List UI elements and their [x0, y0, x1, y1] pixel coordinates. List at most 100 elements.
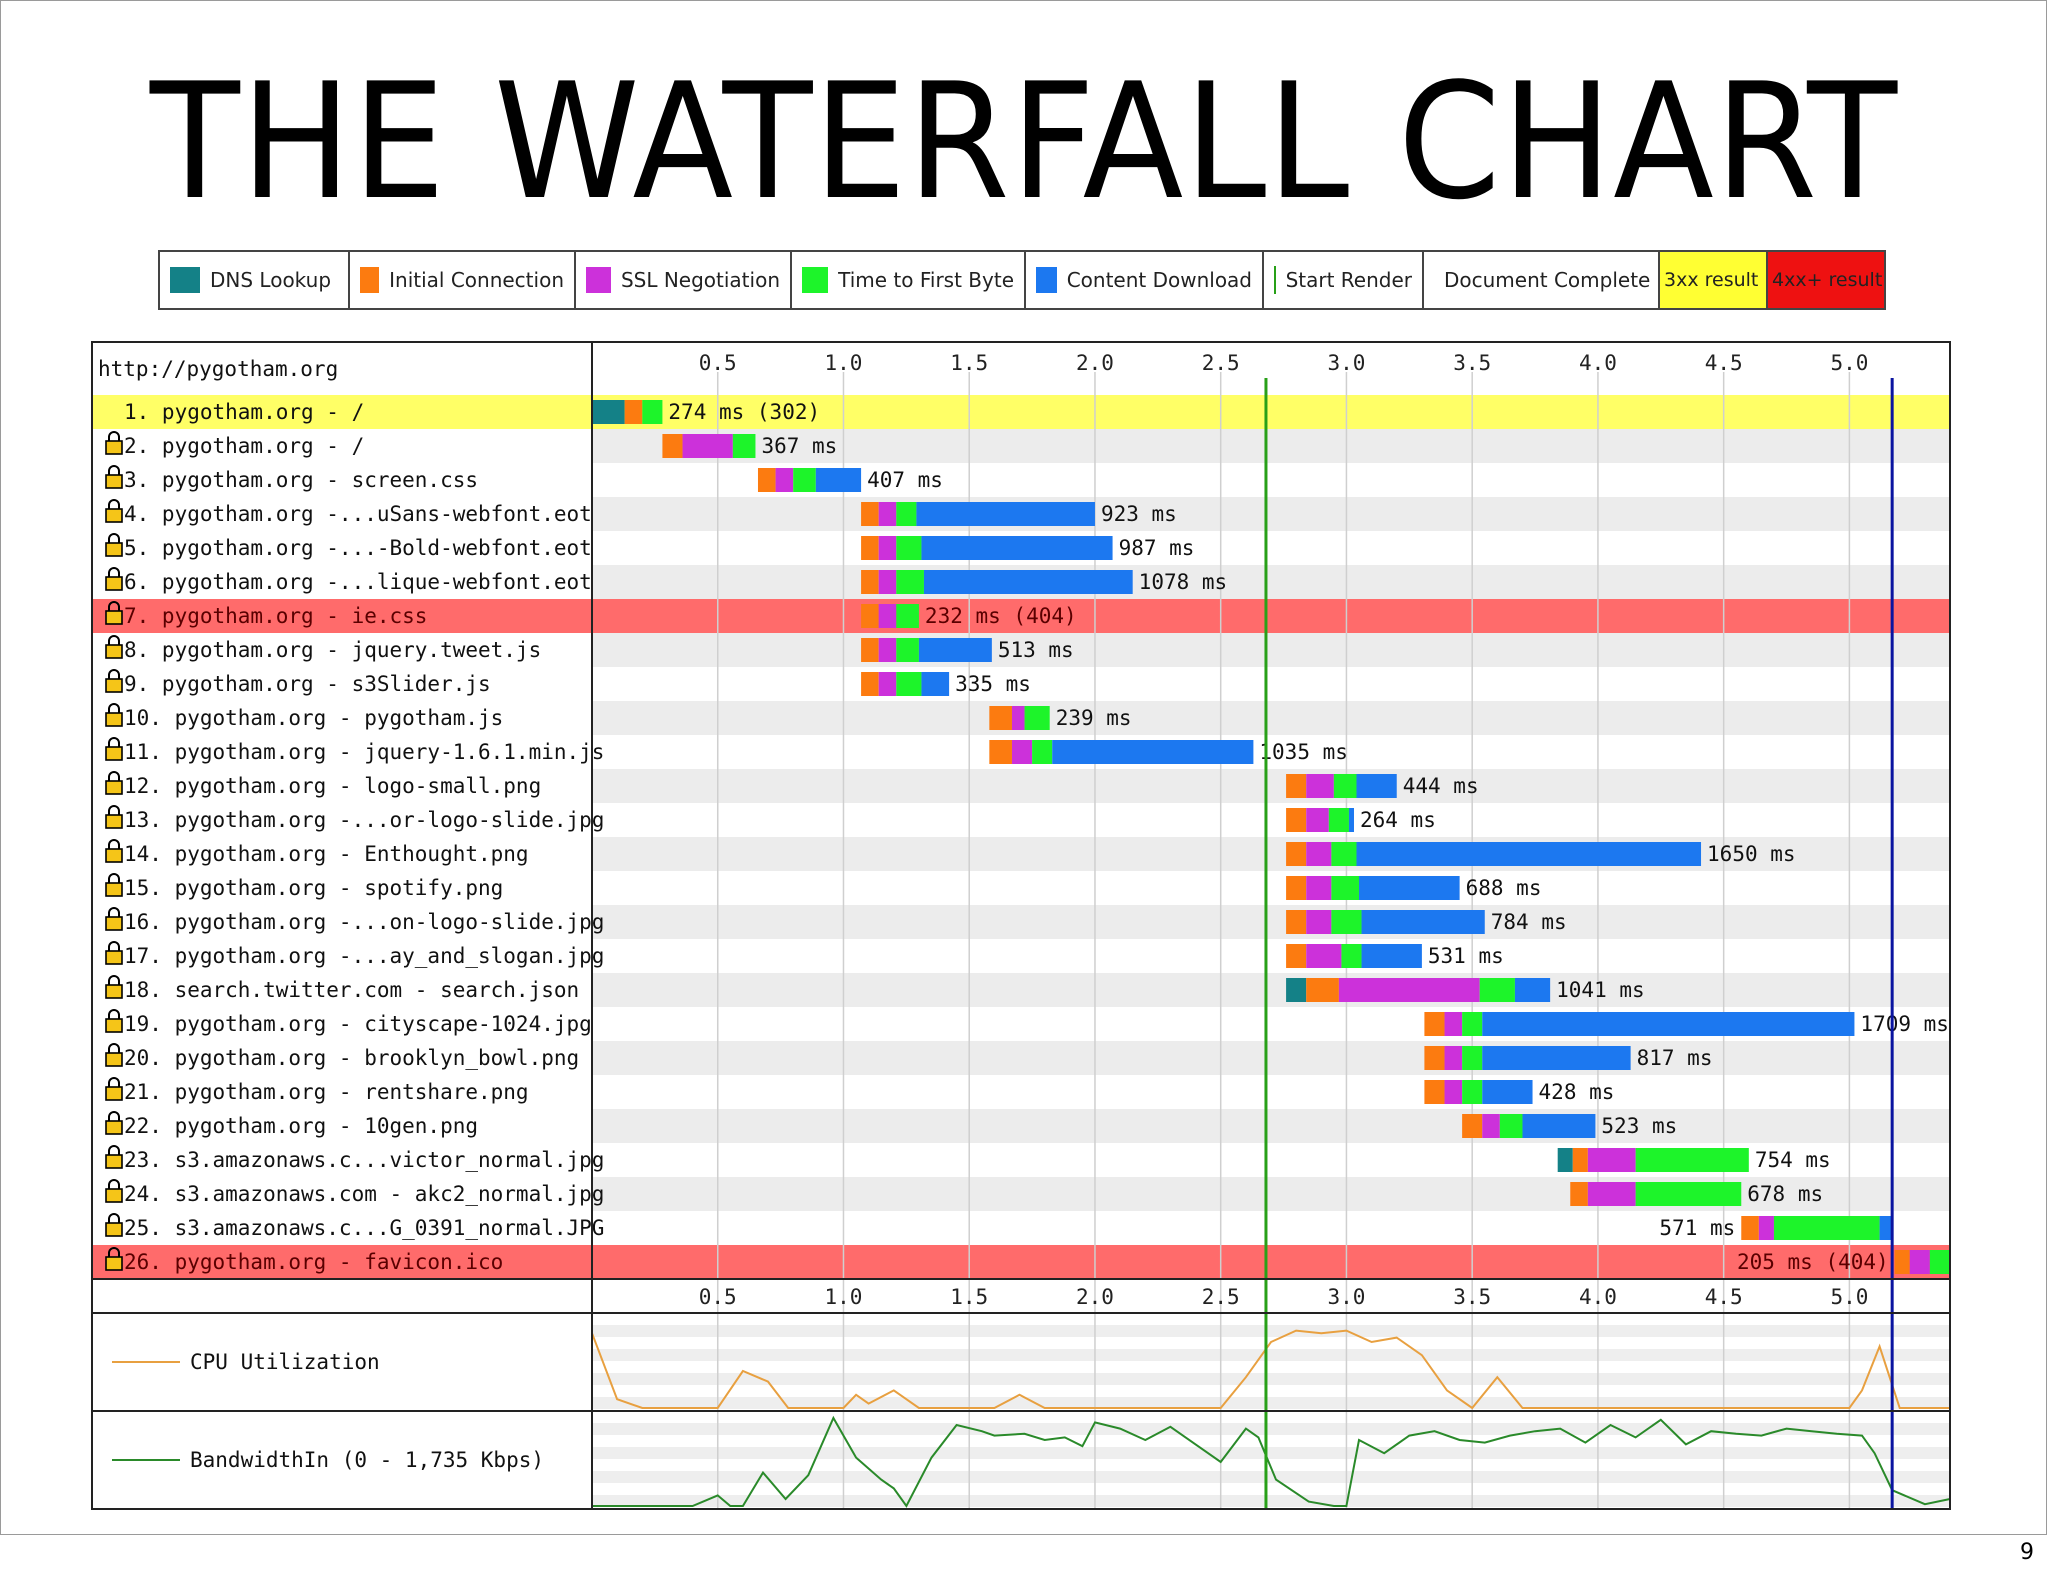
row-label: 24. s3.amazonaws.com - akc2_normal.jpg — [124, 1182, 604, 1206]
bar-segment-conn — [757, 468, 776, 492]
bar-segment-ttfb — [1024, 706, 1050, 730]
legend-label: Document Complete — [1444, 268, 1651, 292]
lock-icon-shackle — [108, 839, 120, 849]
chart-legend: DNS Lookup Initial Connection SSL Negotiat… — [158, 250, 1886, 310]
row-result-label: 367 ms — [761, 434, 837, 458]
x-tick-label-top: 3.5 — [1453, 351, 1491, 375]
bar-segment-conn — [1286, 944, 1307, 968]
row-background — [592, 1041, 1950, 1075]
bar-segment-ttfb — [793, 468, 816, 492]
x-tick-label-bottom: 2.0 — [1076, 1285, 1114, 1309]
bar-segment-ssl — [1444, 1012, 1463, 1036]
legend-label: Content Download — [1066, 268, 1252, 292]
bar-segment-ttfb — [1635, 1148, 1749, 1172]
row-label: 5. pygotham.org -...-Bold-webfont.eot — [124, 536, 592, 560]
lock-icon — [105, 814, 123, 829]
bar-segment-ssl — [1909, 1250, 1930, 1274]
bar-segment-dl — [921, 536, 1113, 560]
bar-segment-ttfb — [896, 604, 919, 628]
bar-segment-ssl — [682, 434, 733, 458]
legend-label: SSL Negotiation — [620, 268, 780, 292]
row-result-label: 1650 ms — [1707, 842, 1796, 866]
bar-segment-conn — [989, 740, 1012, 764]
bar-segment-conn — [1741, 1216, 1759, 1240]
x-tick-label-bottom: 1.5 — [950, 1285, 988, 1309]
bar-segment-dl — [1359, 876, 1460, 900]
legend-item-initial-connection: Initial Connection — [350, 252, 576, 308]
legend-swatch — [360, 267, 380, 293]
legend-item-content-download: Content Download — [1026, 252, 1264, 308]
x-tick-label-top: 1.0 — [825, 351, 863, 375]
bar-segment-conn — [624, 400, 643, 424]
bar-segment-ttfb — [1331, 842, 1357, 866]
bar-segment-ttfb — [896, 672, 922, 696]
bar-segment-dl — [1361, 910, 1485, 934]
bar-segment-ttfb — [1499, 1114, 1523, 1138]
lock-icon-shackle — [108, 601, 120, 611]
lock-icon-shackle — [108, 771, 120, 781]
bar-segment-conn — [1424, 1046, 1445, 1070]
bar-segment-ttfb — [896, 536, 922, 560]
bar-segment-dl — [1879, 1216, 1893, 1240]
x-tick-label-bottom: 3.0 — [1327, 1285, 1365, 1309]
row-label: 26. pygotham.org - favicon.ico — [124, 1250, 503, 1274]
x-tick-label-top: 4.5 — [1705, 351, 1743, 375]
row-label: 6. pygotham.org -...lique-webfont.eot — [124, 570, 592, 594]
lock-icon — [105, 474, 123, 489]
row-result-label: 407 ms — [867, 468, 943, 492]
bar-segment-ssl — [1587, 1148, 1636, 1172]
row-label: 9. pygotham.org - s3Slider.js — [124, 672, 491, 696]
row-background — [592, 497, 1950, 531]
lock-icon — [105, 576, 123, 591]
metric-label: BandwidthIn (0 - 1,735 Kbps) — [190, 1448, 544, 1472]
bar-segment-dl — [916, 502, 1095, 526]
lock-icon-shackle — [108, 669, 120, 679]
bar-segment-conn — [1286, 876, 1307, 900]
x-tick-label-top: 2.5 — [1202, 351, 1240, 375]
lock-icon-shackle — [108, 941, 120, 951]
metric-stripe — [592, 1423, 1950, 1435]
row-label: 13. pygotham.org -...or-logo-slide.jpg — [124, 808, 604, 832]
lock-icon — [105, 542, 123, 557]
lock-icon-shackle — [108, 1213, 120, 1223]
legend-item-4xx-result: 4xx+ result — [1768, 252, 1884, 308]
bar-segment-ttfb — [732, 434, 756, 458]
bar-segment-dns — [592, 400, 625, 424]
row-result-label: 205 ms (404) — [1737, 1250, 1889, 1274]
row-label: 12. pygotham.org - logo-small.png — [124, 774, 541, 798]
x-tick-label-top: 1.5 — [950, 351, 988, 375]
bar-segment-dl — [1356, 842, 1702, 866]
bar-segment-ssl — [1444, 1046, 1463, 1070]
legend-item-document-complete: Document Complete — [1424, 252, 1660, 308]
chart-border — [91, 341, 1951, 1510]
row-background — [592, 633, 1950, 667]
bar-segment-ttfb — [1462, 1080, 1483, 1104]
row-label: 14. pygotham.org - Enthought.png — [124, 842, 529, 866]
bar-segment-ssl — [1338, 978, 1480, 1002]
row-label-background — [92, 395, 592, 429]
metric-stripe — [592, 1349, 1950, 1361]
metric-stripe — [592, 1495, 1950, 1507]
lock-icon-shackle — [108, 907, 120, 917]
bar-segment-dns — [1557, 1148, 1573, 1172]
bar-segment-conn — [861, 604, 879, 628]
row-label: 11. pygotham.org - jquery-1.6.1.min.js — [124, 740, 604, 764]
lock-icon-shackle — [108, 1043, 120, 1053]
bar-segment-conn — [861, 502, 879, 526]
row-label: 4. pygotham.org -...uSans-webfont.eot — [124, 502, 592, 526]
lock-icon-shackle — [108, 703, 120, 713]
page-url: http://pygotham.org — [98, 357, 338, 381]
bar-segment-conn — [861, 672, 879, 696]
row-label: 1. pygotham.org - / — [124, 400, 364, 424]
lock-icon — [105, 1052, 123, 1067]
x-tick-label-top: 4.0 — [1579, 351, 1617, 375]
row-result-label: 571 ms — [1659, 1216, 1735, 1240]
lock-icon — [105, 712, 123, 727]
bar-segment-conn — [1286, 774, 1307, 798]
x-tick-label-bottom: 4.5 — [1705, 1285, 1743, 1309]
lock-icon — [105, 780, 123, 795]
x-tick-label-bottom: 5.0 — [1830, 1285, 1868, 1309]
lock-icon — [105, 644, 123, 659]
row-label: 21. pygotham.org - rentshare.png — [124, 1080, 529, 1104]
